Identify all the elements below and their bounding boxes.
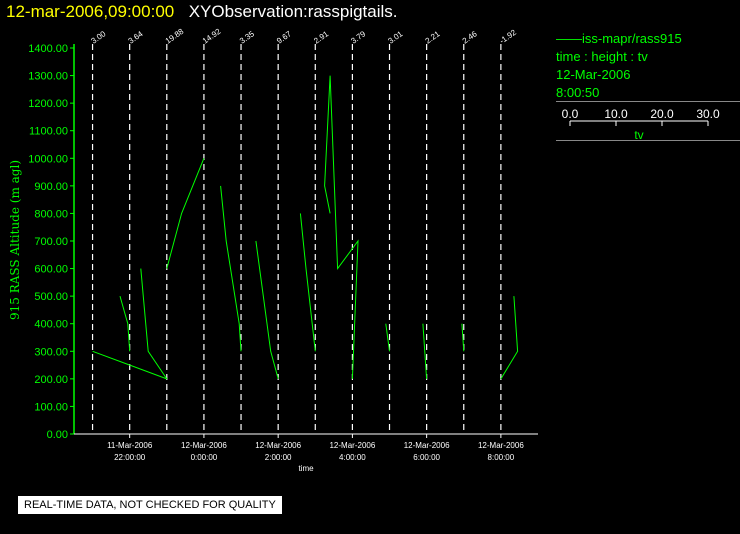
x-tick-time: 22:00:00 — [114, 453, 146, 462]
quality-notice: REAL-TIME DATA, NOT CHECKED FOR QUALITY — [18, 496, 282, 514]
y-tick-label: 1400.00 — [28, 43, 68, 55]
profile-surface-value: 9.67 — [275, 29, 293, 46]
profile-surface-value: 3.01 — [387, 29, 405, 46]
y-tick-label: 1300.00 — [28, 71, 68, 83]
profile-trace — [255, 240, 279, 380]
y-tick-label: 200.00 — [34, 374, 68, 386]
profile-surface-value: 3.64 — [127, 29, 145, 46]
profile-traces — [92, 75, 519, 380]
legend-date: 12-Mar-2006 — [556, 67, 631, 82]
y-tick-label: 100.00 — [34, 401, 68, 413]
legend-series: ——iss-mapr/rass915 — [556, 31, 682, 46]
y-tick-label: 1000.00 — [28, 153, 68, 165]
x-tick-date: 12-Mar-2006 — [255, 441, 301, 450]
x-axis-label: time — [298, 464, 314, 473]
x-tick-date: 11-Mar-2006 — [107, 441, 153, 450]
x-tick-time: 4:00:00 — [339, 453, 366, 462]
profile-trace — [500, 296, 519, 380]
y-tick-label: 700.00 — [34, 236, 68, 248]
chart-header: 12-mar-2006,09:00:00 XYObservation:rassp… — [6, 2, 398, 26]
x-tick-date: 12-Mar-2006 — [404, 441, 450, 450]
tv-scale-tick-label: 10.0 — [604, 107, 628, 121]
y-tick-label: 300.00 — [34, 346, 68, 358]
header-date: 12-mar-2006,09:00:00 — [6, 2, 175, 21]
x-tick-date: 12-Mar-2006 — [181, 441, 227, 450]
y-tick-label: 400.00 — [34, 319, 68, 331]
profile-trace — [385, 323, 390, 352]
axes — [73, 44, 538, 435]
legend: ——iss-mapr/rass915 time : height : tv 12… — [556, 30, 740, 102]
profile-surface-value: 19.88 — [164, 26, 186, 45]
profile-trace — [220, 185, 242, 352]
profile-baselines — [91, 44, 502, 434]
y-tick-label: 600.00 — [34, 264, 68, 276]
tv-scale-tick-label: 0.0 — [562, 107, 579, 121]
tv-scale-label: tv — [634, 128, 643, 142]
profile-trace — [422, 323, 428, 379]
profile-trace — [140, 268, 168, 380]
profile-surface-value: 3.35 — [238, 29, 256, 46]
profile-surface-value: 3.79 — [349, 29, 367, 46]
legend-series-name: iss-mapr/rass915 — [582, 31, 682, 46]
profile-trace — [324, 75, 359, 379]
header-title: XYObservation:rasspigtails. — [188, 2, 398, 21]
tv-scale-tick-label: 20.0 — [650, 107, 674, 121]
x-tick-date: 12-Mar-2006 — [329, 441, 375, 450]
y-tick-label: 1100.00 — [29, 126, 68, 138]
profile-trace — [166, 158, 205, 269]
profile-labels: 3.00 3.64 19.88 14.92 3.35 9.67 2.91 3.79 3.01 2.… — [90, 26, 519, 45]
y-tick-label: 0.00 — [47, 429, 68, 441]
profile-trace — [299, 213, 316, 352]
x-tick-time: 0:00:00 — [191, 453, 218, 462]
x-tick-time: 6:00:00 — [413, 453, 440, 462]
y-tick-label: 500.00 — [34, 291, 68, 303]
profile-surface-value: 2.91 — [312, 29, 330, 46]
x-tick-time: 2:00:00 — [265, 453, 292, 462]
legend-divider-bottom — [556, 140, 740, 141]
y-tick-label: 1200.00 — [28, 98, 68, 110]
y-tick-label: 800.00 — [34, 208, 68, 220]
y-tick-label: 900.00 — [34, 181, 68, 193]
profile-surface-value: -1.92 — [498, 27, 519, 45]
tv-scale-tick-label: 30.0 — [696, 107, 720, 121]
profile-surface-value: 14.92 — [201, 26, 223, 45]
x-axis-ticks: 11-Mar-2006 22:00:00 12-Mar-2006 0:00:00 12-… — [107, 434, 524, 462]
y-axis-ticks: 0.00 100.00 200.00 300.00 400.00 500.00 600.00… — [28, 43, 74, 441]
profile-trace — [92, 350, 167, 380]
y-axis-label: 915 RASS Altitude (m agl) — [8, 160, 22, 320]
x-tick-time: 8:00:00 — [488, 453, 515, 462]
profile-trace — [461, 323, 465, 352]
x-tick-date: 12-Mar-2006 — [478, 441, 524, 450]
tv-scale: 0.0 10.0 20.0 30.0 tv — [562, 107, 720, 142]
profile-trace — [119, 295, 131, 352]
profile-surface-value: 3.00 — [90, 29, 108, 46]
profile-surface-value: 2.46 — [461, 29, 479, 46]
legend-variables: time : height : tv — [556, 49, 648, 64]
legend-time: 8:00:50 — [556, 85, 600, 100]
legend-divider-top — [556, 101, 740, 102]
profile-surface-value: 2.21 — [424, 29, 442, 46]
